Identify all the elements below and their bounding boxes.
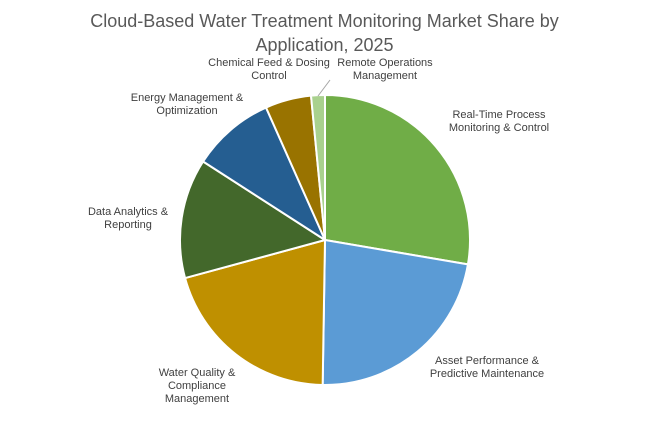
slice-label-6-line-2: Control — [251, 70, 286, 82]
slice-label-2: Asset Performance & Predictive Maintenanc… — [430, 355, 544, 380]
pie-slice-3 — [184, 239, 326, 386]
slice-label-1-line-2: Monitoring & Control — [449, 122, 549, 134]
slice-label-4-line-1: Data Analytics & — [88, 206, 169, 218]
chart-title-line-2: Application, 2025 — [255, 35, 394, 55]
pie-slice-5 — [202, 106, 326, 241]
slice-label-4-line-2: Reporting — [104, 219, 152, 231]
slice-label-5-line-2: Optimization — [156, 105, 217, 117]
leader-lines-layer — [317, 79, 331, 97]
slice-label-7-line-2: Management — [353, 70, 417, 82]
slice-label-3-line-1: Water Quality & — [159, 367, 236, 379]
slice-label-2-line-2: Predictive Maintenance — [430, 368, 544, 380]
pie-slice-1 — [324, 94, 471, 266]
slice-label-7: Remote Operations Management — [337, 57, 433, 82]
chart-title-line-1: Cloud-Based Water Treatment Monitoring M… — [90, 11, 559, 31]
slice-label-3-line-3: Management — [165, 393, 229, 405]
pie-slice-2 — [321, 239, 469, 386]
slice-label-3: Water Quality & Compliance Management — [159, 367, 236, 405]
slice-label-1: Real-Time Process Monitoring & Control — [449, 109, 549, 134]
labels-layer: Real-Time Process Monitoring & Control Ass… — [88, 57, 549, 405]
slice-label-2-line-1: Asset Performance & — [435, 355, 540, 367]
slices-layer — [179, 94, 471, 386]
slice-label-5: Energy Management & Optimization — [131, 92, 244, 117]
slice-label-6: Chemical Feed & Dosing Control — [208, 57, 330, 82]
slice-label-4: Data Analytics & Reporting — [88, 206, 169, 231]
pie-slice-4 — [179, 160, 326, 280]
leader-line-7 — [317, 79, 331, 97]
slice-label-5-line-1: Energy Management & — [131, 92, 244, 104]
slice-label-7-line-1: Remote Operations — [337, 57, 433, 69]
slice-label-3-line-2: Compliance — [168, 380, 226, 392]
slice-label-6-line-1: Chemical Feed & Dosing — [208, 57, 330, 69]
slice-label-1-line-1: Real-Time Process — [452, 109, 546, 121]
